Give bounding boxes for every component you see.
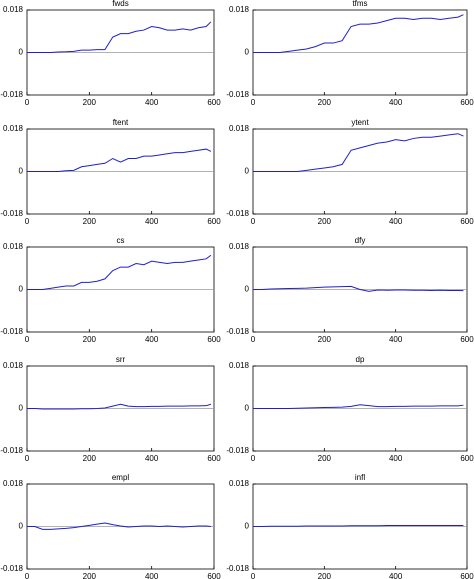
panel-title: srr (116, 355, 126, 364)
panel-title: ftent (113, 118, 129, 127)
x-tick-label: 0 (251, 335, 256, 344)
y-tick-label: 0 (245, 167, 250, 176)
y-tick-label: 0.018 (229, 479, 250, 488)
x-tick-label: 0 (251, 217, 256, 226)
x-tick-label: 200 (83, 217, 97, 226)
y-tick-label: -0.018 (226, 327, 249, 336)
y-tick-label: 0.018 (229, 242, 250, 251)
data-line (27, 21, 212, 53)
y-tick-label: 0.018 (3, 242, 24, 251)
x-tick-label: 400 (389, 572, 403, 579)
y-tick-label: -0.018 (0, 564, 23, 573)
x-tick-label: 0 (251, 572, 256, 579)
panel-title: empl (112, 473, 130, 482)
y-tick-label: 0 (19, 404, 24, 413)
y-tick-label: 0.018 (3, 5, 24, 14)
data-line (27, 254, 212, 290)
x-tick-label: 400 (145, 454, 159, 463)
x-tick-label: 200 (83, 454, 97, 463)
x-tick-label: 400 (389, 454, 403, 463)
x-tick-label: 400 (389, 335, 403, 344)
x-tick-label: 0 (25, 335, 30, 344)
y-tick-label: -0.018 (226, 564, 249, 573)
y-tick-label: 0.018 (229, 361, 250, 370)
x-tick-label: 400 (145, 335, 159, 344)
x-tick-label: 400 (145, 98, 159, 107)
data-line (253, 14, 464, 53)
x-tick-label: 200 (318, 335, 332, 344)
panel-title: dfy (355, 236, 366, 245)
x-tick-label: 600 (460, 98, 474, 107)
x-tick-label: 200 (318, 572, 332, 579)
y-tick-label: -0.018 (0, 90, 23, 99)
x-tick-label: 600 (460, 454, 474, 463)
x-tick-label: 600 (207, 572, 221, 579)
data-line (253, 404, 464, 409)
y-tick-label: 0 (245, 522, 250, 531)
panel-title: cs (117, 236, 125, 245)
x-tick-label: 200 (318, 98, 332, 107)
y-tick-label: -0.018 (226, 90, 249, 99)
panel-title: ytent (351, 118, 369, 127)
x-tick-label: 600 (207, 454, 221, 463)
x-tick-label: 600 (207, 335, 221, 344)
x-tick-label: 400 (389, 98, 403, 107)
x-tick-label: 0 (25, 572, 30, 579)
x-tick-label: 400 (145, 217, 159, 226)
y-tick-label: 0 (245, 48, 250, 57)
x-tick-label: 0 (25, 98, 30, 107)
x-tick-label: 0 (251, 98, 256, 107)
x-tick-label: 200 (318, 454, 332, 463)
data-line (253, 525, 464, 527)
x-tick-label: 200 (318, 217, 332, 226)
y-tick-label: 0.018 (3, 124, 24, 133)
x-tick-label: 600 (207, 217, 221, 226)
y-tick-label: -0.018 (0, 446, 23, 455)
x-tick-label: 200 (83, 335, 97, 344)
data-line (253, 133, 464, 172)
x-tick-label: 200 (83, 572, 97, 579)
y-tick-label: 0 (19, 285, 24, 294)
panel-title: dp (356, 355, 365, 364)
y-tick-label: -0.018 (0, 327, 23, 336)
y-tick-label: 0 (245, 285, 250, 294)
y-tick-label: 0 (245, 404, 250, 413)
y-tick-label: -0.018 (226, 446, 249, 455)
data-line (27, 403, 212, 410)
data-line (253, 285, 464, 292)
x-tick-label: 400 (389, 217, 403, 226)
x-tick-label: 0 (25, 454, 30, 463)
x-tick-label: 600 (460, 217, 474, 226)
panel-title: tfms (352, 0, 367, 8)
y-tick-label: 0.018 (3, 361, 24, 370)
x-tick-label: 600 (460, 572, 474, 579)
x-tick-label: 0 (251, 454, 256, 463)
panel-title: fwds (112, 0, 128, 8)
y-tick-label: -0.018 (226, 209, 249, 218)
x-tick-label: 200 (83, 98, 97, 107)
y-tick-label: 0 (19, 48, 24, 57)
y-tick-label: 0 (19, 167, 24, 176)
x-tick-label: 0 (25, 217, 30, 226)
y-tick-label: 0 (19, 522, 24, 531)
data-line (27, 148, 212, 172)
x-tick-label: 600 (460, 335, 474, 344)
y-tick-label: 0.018 (229, 5, 250, 14)
data-line (27, 522, 211, 530)
x-tick-label: 600 (207, 98, 221, 107)
panel-title: infl (355, 473, 365, 482)
y-tick-label: 0.018 (229, 124, 250, 133)
x-tick-label: 400 (145, 572, 159, 579)
y-tick-label: 0.018 (3, 479, 24, 488)
y-tick-label: -0.018 (0, 209, 23, 218)
